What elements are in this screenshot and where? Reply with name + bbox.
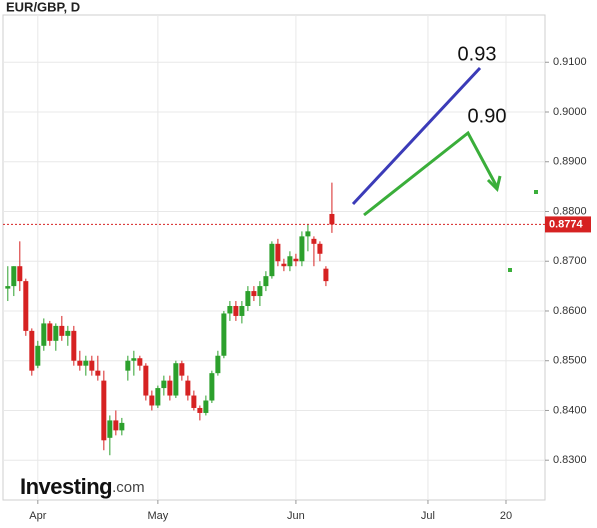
candle-body (119, 422, 125, 431)
arrow-head (486, 175, 502, 192)
annotation: 0.90 (468, 105, 507, 127)
x-tick-label: 20 (500, 510, 512, 522)
candle-body (59, 325, 65, 336)
candle-body (329, 213, 335, 225)
candle-body (311, 238, 317, 244)
current-price-box (545, 216, 591, 233)
y-tick-label: 0.8900 (553, 156, 587, 168)
x-tick-label: Jun (287, 510, 305, 522)
current-price-label: 0.8774 (549, 218, 584, 230)
candle-body (107, 420, 113, 438)
candle-body (215, 355, 221, 374)
candle-body (299, 236, 305, 262)
y-tick-label: 0.8500 (553, 355, 587, 367)
y-tick-label: 0.8800 (553, 205, 587, 217)
candle-body (29, 330, 35, 371)
candle-body (95, 370, 101, 376)
candle-body (65, 330, 71, 336)
x-tick-label: Jul (421, 510, 435, 522)
candle-body (11, 266, 17, 287)
candle-body (197, 407, 203, 413)
candle-body (275, 243, 281, 262)
candle-body (263, 276, 269, 287)
candle-body (47, 323, 53, 341)
trend-line (351, 66, 482, 206)
candle-body (53, 325, 59, 341)
candle-body (167, 380, 173, 396)
candle-body (221, 313, 227, 356)
candle-body (251, 291, 257, 297)
candle-body (23, 281, 29, 331)
candle-body (35, 345, 41, 366)
candle-body (173, 363, 179, 396)
x-tick-label: May (147, 510, 168, 522)
candle-body (233, 306, 239, 316)
chart-title: EUR/GBP, D (6, 0, 80, 14)
y-tick-label: 0.9100 (553, 56, 587, 68)
plot-frame (2, 14, 546, 501)
candle-body (281, 263, 287, 267)
y-tick-label: 0.8400 (553, 404, 587, 416)
candle-body (155, 388, 161, 406)
candle-body (317, 243, 323, 254)
candle-body (227, 306, 233, 314)
candle-body (203, 400, 209, 413)
candle-body (83, 360, 89, 366)
x-tick-label: Apr (29, 510, 46, 522)
candle-body (305, 231, 311, 237)
candle-body (239, 306, 245, 316)
y-tick-label: 0.9000 (553, 106, 587, 118)
candle-body (77, 360, 83, 366)
candle-body (5, 286, 11, 289)
candle-body (131, 358, 137, 361)
candle-body (209, 373, 215, 401)
candle-body (143, 365, 149, 396)
forecast-arrow (363, 130, 499, 217)
y-tick-label: 0.8700 (553, 255, 587, 267)
candle-body (71, 330, 77, 361)
candle-body (89, 360, 95, 371)
candle-body (161, 380, 167, 389)
candle-body (323, 268, 329, 282)
candle-body (293, 258, 299, 262)
marker-dot (534, 190, 538, 194)
candle-body (113, 420, 119, 431)
candle-body (287, 256, 293, 267)
candles (5, 182, 335, 456)
y-tick-label: 0.8600 (553, 305, 587, 317)
candle-body (137, 358, 143, 366)
candle-body (269, 243, 275, 277)
annotation: 0.93 (458, 43, 497, 65)
logo-name: Investing (20, 474, 112, 499)
candle-body (179, 363, 185, 376)
candle-body (257, 286, 263, 297)
candle-body (149, 395, 155, 406)
logo: Investing.com (20, 474, 145, 499)
logo-suffix: .com (112, 479, 145, 496)
candle-body (125, 360, 131, 371)
candle-body (17, 266, 23, 282)
candle-body (41, 323, 47, 346)
candle-body (191, 395, 197, 408)
marker-dot (508, 268, 512, 272)
y-tick-label: 0.8300 (553, 454, 587, 466)
candle-body (185, 380, 191, 396)
candle-body (245, 291, 251, 306)
candle-body (101, 380, 107, 441)
